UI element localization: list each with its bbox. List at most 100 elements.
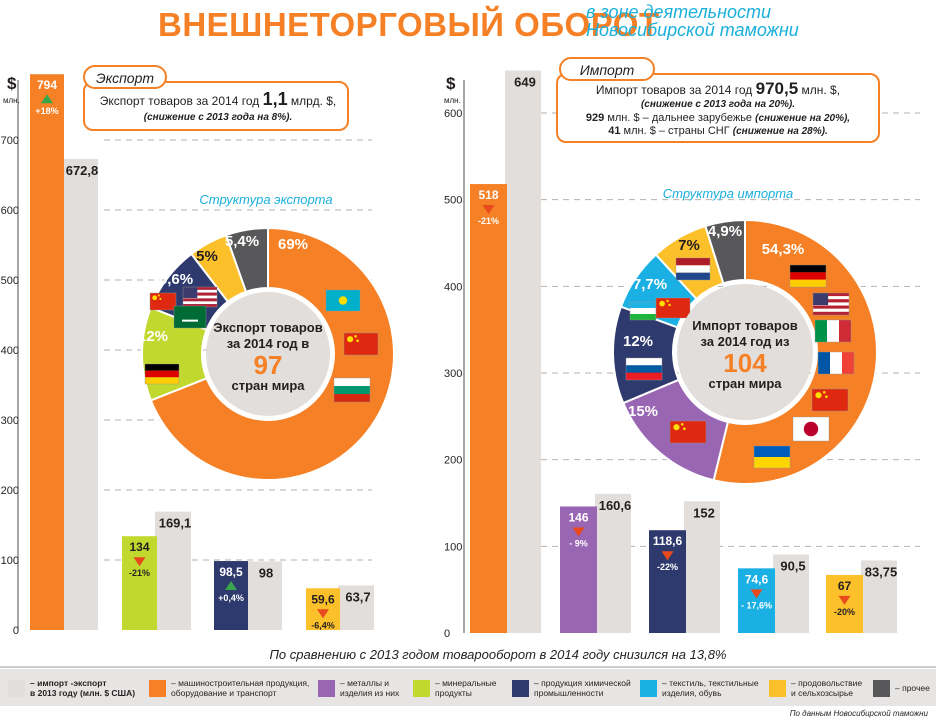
flag-stripe bbox=[183, 298, 217, 302]
legend-label-machinery: – машиностроительная продукция, bbox=[171, 678, 309, 688]
flag-stripe bbox=[813, 311, 849, 315]
import-y-tick-label: 0 bbox=[444, 628, 450, 640]
flag-stripe bbox=[790, 279, 826, 287]
flag-stripe bbox=[830, 352, 842, 374]
export-change-arrow bbox=[41, 94, 53, 104]
flag-stripe bbox=[790, 265, 826, 273]
import-pie-slice-label: 15% bbox=[628, 403, 658, 420]
legend-swatch-prev_year bbox=[8, 680, 25, 697]
legend-swatch-minerals bbox=[413, 680, 430, 697]
flag-border bbox=[675, 257, 711, 281]
flag-germany-icon bbox=[789, 264, 827, 288]
export-bar-2013 bbox=[246, 561, 282, 630]
export-bar-2013-label: 169,1 bbox=[159, 516, 192, 531]
legend-label-food: – продовольствие bbox=[791, 678, 862, 688]
flag-stripe bbox=[174, 306, 206, 328]
legend-label-food: и сельхозсырье bbox=[791, 688, 853, 698]
export-change-arrow bbox=[317, 609, 329, 619]
export-pie-slice-label: 12% bbox=[138, 328, 168, 345]
legend: По сравнению с 2013 годом товарооборот в… bbox=[0, 647, 936, 718]
flag-stripe bbox=[183, 287, 217, 290]
legend-swatch-other bbox=[873, 680, 890, 697]
flag-usa-icon bbox=[812, 292, 850, 316]
import-y-tick-label: 500 bbox=[444, 195, 462, 207]
export-pie-center-line2: за 2014 год в bbox=[227, 336, 310, 351]
flag-stripe bbox=[183, 295, 217, 299]
legend-label-textiles: изделия, обувь bbox=[662, 688, 722, 698]
flag-star bbox=[338, 296, 348, 305]
flag-star bbox=[354, 334, 357, 338]
flag-france-icon bbox=[817, 351, 855, 375]
flag-china-icon bbox=[149, 292, 177, 311]
flag-border bbox=[655, 297, 691, 319]
import-bar-2014-label: 146 bbox=[568, 510, 588, 524]
export-change-label: -21% bbox=[129, 568, 150, 578]
flag-stripe bbox=[813, 293, 829, 306]
import-change-arrow bbox=[661, 551, 674, 561]
flag-stripe bbox=[183, 289, 217, 293]
flag-stripe bbox=[827, 320, 839, 342]
export-info-box bbox=[83, 81, 349, 131]
import-y-tick-label: 200 bbox=[444, 455, 462, 467]
flag-border bbox=[144, 363, 180, 385]
export-pie-center-line1: Экспорт товаров bbox=[213, 320, 322, 335]
flag-japan-icon bbox=[792, 416, 830, 442]
export-bar-2013-label: 98 bbox=[259, 565, 273, 580]
import-pie-slice-label: 12% bbox=[623, 333, 653, 350]
flag-stripe bbox=[182, 319, 198, 322]
export-pie-slice-label: 5,4% bbox=[225, 233, 259, 250]
flag-stripe bbox=[145, 377, 179, 384]
export-pie-slice-label: 8,6% bbox=[159, 271, 193, 288]
flag-stripe bbox=[183, 292, 217, 296]
flag-italy-icon bbox=[814, 319, 852, 343]
flag-stripe bbox=[630, 308, 656, 314]
flag-stripe bbox=[815, 320, 827, 342]
legend-label-other: – прочее bbox=[895, 683, 930, 693]
export-change-label: +18% bbox=[35, 106, 58, 116]
flag-border bbox=[789, 264, 827, 288]
flag-stripe bbox=[813, 308, 849, 312]
import-bar-2014-label: 74,6 bbox=[745, 572, 769, 586]
export-y-tick-label: 100 bbox=[1, 555, 19, 567]
flag-border bbox=[753, 445, 791, 469]
import-bar-2013-label: 152 bbox=[693, 505, 715, 520]
import-pie-center-line1: Импорт товаров bbox=[692, 318, 798, 333]
legend-label-metals: изделия из них bbox=[340, 688, 400, 698]
import-bar-2014 bbox=[649, 530, 686, 633]
flag-star bbox=[152, 295, 158, 301]
flag-china-icon bbox=[811, 388, 849, 412]
page-title: ВНЕШНЕТОРГОВЫЙ ОБОРОТ bbox=[158, 5, 660, 43]
import-bar-2014-label: 67 bbox=[838, 579, 852, 593]
import-unit-label: млн. bbox=[444, 96, 461, 105]
flag-china-icon bbox=[669, 420, 707, 444]
export-pie-slice bbox=[224, 226, 269, 294]
legend-label-minerals: продукты bbox=[435, 688, 472, 698]
flag-stripe bbox=[813, 302, 849, 306]
page-subtitle-line2: Новосибирской таможни bbox=[586, 20, 799, 40]
flag-stripe bbox=[145, 370, 179, 378]
import-change-label: -21% bbox=[478, 216, 499, 226]
legend-label-machinery: оборудование и транспорт bbox=[171, 688, 277, 698]
bars-layer: 672,8 794 +18% 169,1 134 -21% 98 98,5 +0,4% 63,7 5… bbox=[30, 70, 897, 634]
import-bar-2013-label: 90,5 bbox=[780, 559, 805, 574]
flag-star bbox=[673, 424, 680, 431]
flag-star bbox=[680, 422, 684, 426]
flag-stripe bbox=[145, 364, 179, 371]
flag-border bbox=[792, 416, 830, 442]
flag-stripe bbox=[813, 305, 849, 309]
export-bar-2013-label: 672,8 bbox=[66, 163, 99, 178]
export-bar-2014 bbox=[306, 588, 340, 630]
flag-stripe bbox=[676, 265, 710, 273]
import-change-arrow bbox=[750, 589, 763, 599]
flag-stripe bbox=[813, 296, 849, 300]
flag-stripe bbox=[626, 358, 662, 366]
export-bar-2014 bbox=[122, 536, 157, 630]
flag-kazakhstan-icon bbox=[325, 289, 361, 312]
flag-stripe bbox=[813, 299, 849, 303]
import-bar-2014 bbox=[470, 184, 507, 634]
flag-saudi_arabia-icon bbox=[173, 305, 207, 329]
legend-swatch-metals bbox=[318, 680, 335, 697]
flag-star bbox=[159, 297, 162, 300]
export-currency-label: $ bbox=[7, 74, 17, 93]
import-bar-2013 bbox=[773, 554, 809, 633]
